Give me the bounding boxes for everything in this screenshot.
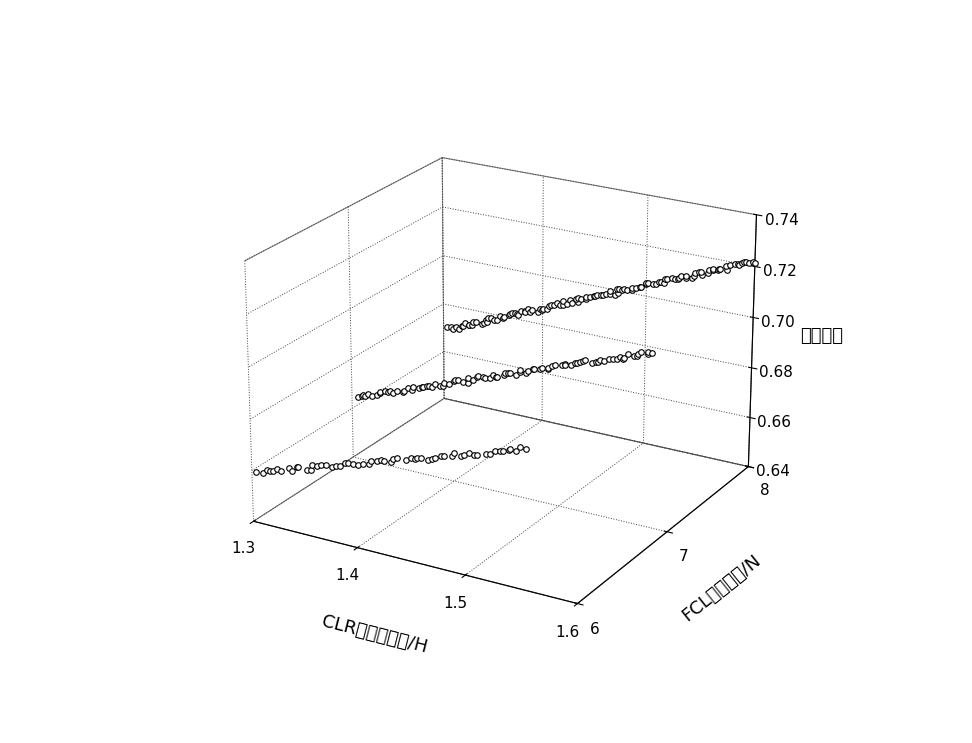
X-axis label: CLR电感值总和/H: CLR电感值总和/H bbox=[320, 613, 430, 657]
Y-axis label: FCL配置个数/N: FCL配置个数/N bbox=[679, 551, 765, 625]
